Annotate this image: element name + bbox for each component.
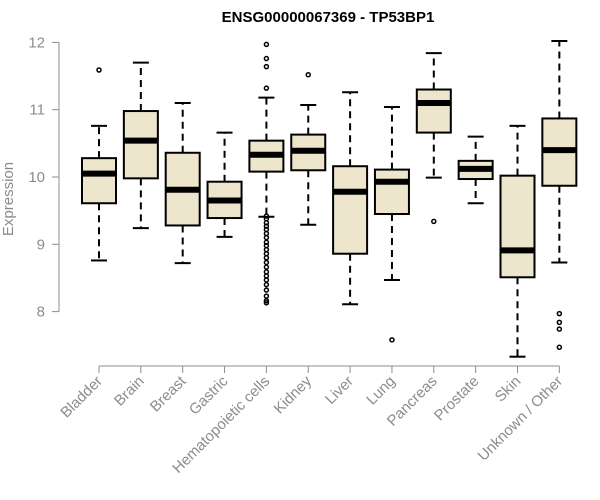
x-tick-label: Bladder [57, 373, 106, 422]
outlier-point [556, 326, 563, 332]
x-tick-label: Lung [363, 373, 399, 409]
box-hematopoietic-cells [248, 41, 285, 306]
x-tick-label: Breast [147, 372, 190, 415]
y-tick-label: 8 [37, 304, 45, 321]
box-bladder [81, 67, 117, 262]
outlier-point [556, 319, 563, 326]
box-prostate [457, 135, 494, 205]
outlier-point [556, 310, 563, 317]
outlier-point [96, 67, 102, 73]
iqr-box [373, 168, 410, 216]
box-pancreas [415, 52, 452, 225]
outlier-point [263, 300, 270, 306]
outlier-point [263, 41, 270, 48]
y-tick-label: 9 [37, 236, 45, 253]
iqr-box [332, 165, 369, 255]
x-tick-label: Liver [322, 373, 357, 408]
outlier-point [263, 259, 270, 266]
outlier-point [263, 287, 270, 293]
box-liver [332, 91, 369, 306]
iqr-box [122, 110, 159, 180]
outlier-point [263, 55, 270, 62]
outlier-point [556, 344, 563, 351]
box-skin [499, 124, 536, 358]
y-axis: 8 9 10 11 12 [28, 34, 60, 321]
box-gastric [206, 131, 243, 238]
iqr-box [499, 174, 536, 279]
iqr-box [81, 157, 117, 205]
x-tick-label: Prostate [431, 373, 483, 425]
outlier-point [263, 277, 270, 283]
box-kidney [290, 71, 327, 226]
y-axis-label: Expression [0, 162, 17, 236]
box-breast [164, 101, 201, 265]
outlier-point [431, 218, 437, 225]
outlier-point [263, 213, 270, 219]
iqr-box [415, 88, 452, 134]
outlier-point [305, 71, 311, 78]
x-tick-label: Brain [111, 373, 148, 410]
box-brain [122, 61, 159, 230]
outlier-point [263, 234, 270, 241]
outlier-point [263, 298, 270, 304]
outlier-point [263, 85, 270, 91]
outlier-point [263, 293, 270, 299]
y-tick-label: 12 [28, 34, 45, 51]
box-lung [373, 106, 410, 343]
chart-title: ENSG00000067369 - TP53BP1 [222, 9, 435, 26]
y-tick-label: 11 [29, 102, 45, 119]
x-tick-label: Kidney [271, 372, 316, 417]
outlier-point [263, 63, 270, 70]
boxes-layer [81, 40, 578, 358]
box-unknown-other [541, 40, 578, 351]
outlier-point [389, 337, 395, 343]
outlier-point [263, 255, 270, 261]
outlier-point [263, 281, 270, 288]
outlier-point [263, 264, 270, 270]
x-tick-label: Skin [492, 373, 525, 406]
y-tick-label: 10 [28, 169, 45, 186]
